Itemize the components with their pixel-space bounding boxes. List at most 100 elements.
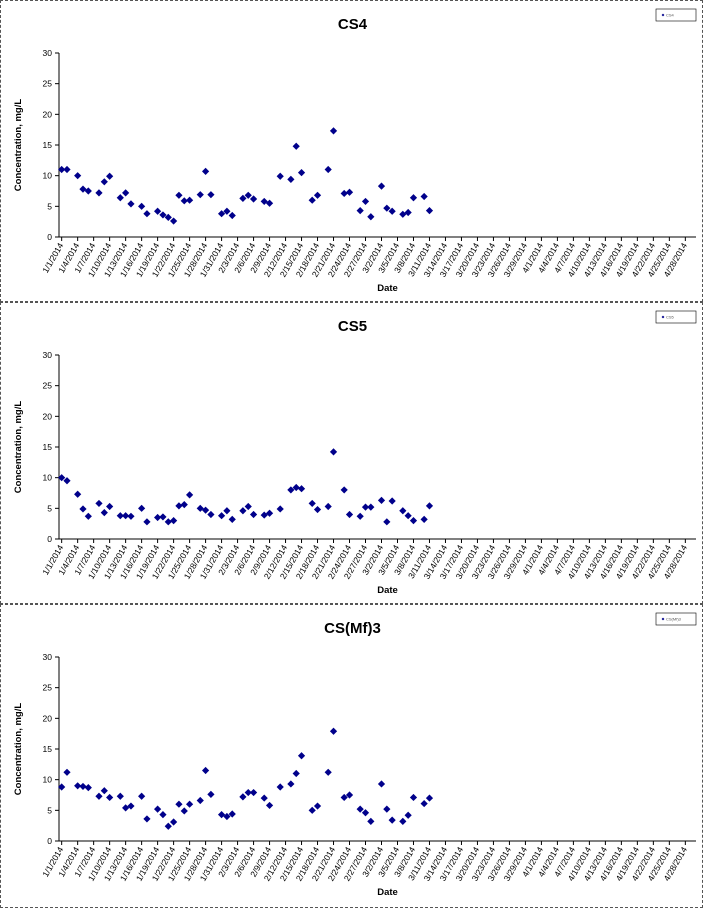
data-point bbox=[116, 792, 124, 800]
data-point bbox=[409, 517, 418, 525]
data-point bbox=[143, 518, 151, 526]
data-point bbox=[329, 127, 338, 135]
data-point bbox=[361, 809, 370, 817]
data-point bbox=[399, 817, 407, 825]
data-point bbox=[313, 191, 322, 199]
data-point bbox=[356, 512, 364, 520]
legend-label: CS5 bbox=[666, 315, 675, 320]
y-tick-label: 15 bbox=[43, 140, 53, 150]
data-point bbox=[170, 818, 178, 826]
data-point bbox=[324, 165, 332, 174]
data-point bbox=[116, 512, 124, 520]
data-point bbox=[201, 766, 210, 775]
data-point bbox=[367, 817, 375, 825]
data-point bbox=[138, 202, 146, 210]
data-point bbox=[74, 172, 82, 180]
data-point bbox=[170, 217, 178, 225]
y-tick-label: 20 bbox=[43, 713, 53, 723]
legend-marker-icon bbox=[661, 315, 665, 319]
data-point bbox=[292, 483, 300, 492]
y-tick-label: 20 bbox=[43, 109, 53, 119]
data-point bbox=[383, 204, 391, 212]
chart-svg: CS(Mf)3CS(Mf)30510152025301/1/20141/4/20… bbox=[13, 612, 697, 898]
data-point bbox=[217, 210, 226, 218]
y-tick-label: 15 bbox=[43, 744, 53, 754]
data-point bbox=[100, 787, 108, 795]
data-point bbox=[324, 768, 332, 776]
data-point bbox=[249, 195, 258, 203]
data-point bbox=[138, 792, 146, 800]
data-point bbox=[180, 197, 188, 205]
data-point bbox=[127, 200, 135, 208]
data-point bbox=[313, 505, 322, 514]
data-point bbox=[63, 768, 71, 776]
y-tick-label: 25 bbox=[43, 381, 53, 391]
data-point bbox=[377, 182, 386, 190]
data-point bbox=[345, 188, 354, 196]
data-point bbox=[345, 791, 354, 799]
data-point bbox=[367, 503, 375, 511]
chart-svg: CS4CS40510152025301/1/20141/4/20141/7/20… bbox=[13, 8, 697, 294]
y-tick-label: 5 bbox=[47, 201, 52, 211]
chart-title: CS5 bbox=[338, 318, 367, 335]
data-point bbox=[106, 172, 114, 180]
data-point bbox=[100, 509, 108, 517]
chart-title: CS(Mf)3 bbox=[324, 620, 381, 637]
data-point bbox=[180, 501, 188, 509]
y-tick-label: 25 bbox=[43, 683, 53, 693]
data-point bbox=[249, 510, 258, 519]
data-point bbox=[164, 518, 172, 526]
data-point bbox=[324, 502, 332, 511]
data-point bbox=[228, 211, 236, 220]
data-point bbox=[63, 165, 71, 174]
y-tick-label: 0 bbox=[47, 836, 52, 846]
y-axis-label: Concentration, mg/L bbox=[13, 401, 24, 494]
data-point bbox=[143, 210, 151, 218]
legend-marker-icon bbox=[661, 617, 665, 621]
data-point bbox=[244, 502, 252, 511]
data-point bbox=[409, 793, 418, 802]
data-point bbox=[223, 507, 231, 515]
data-point bbox=[95, 499, 103, 508]
y-tick-label: 5 bbox=[47, 503, 52, 513]
data-point bbox=[207, 790, 215, 798]
data-point bbox=[175, 502, 183, 510]
data-point bbox=[244, 191, 252, 199]
data-point bbox=[313, 802, 322, 810]
x-axis-label: Date bbox=[377, 283, 398, 294]
data-point bbox=[297, 485, 306, 493]
legend-marker-icon bbox=[661, 13, 665, 17]
data-point bbox=[239, 507, 247, 515]
data-point bbox=[143, 815, 151, 823]
data-point bbox=[276, 505, 284, 513]
legend: CS4 bbox=[655, 8, 697, 22]
data-point bbox=[297, 169, 306, 177]
data-point bbox=[239, 194, 247, 202]
data-point bbox=[228, 515, 236, 523]
data-point bbox=[74, 490, 82, 498]
data-point bbox=[175, 800, 183, 808]
data-point bbox=[388, 207, 396, 215]
data-point bbox=[308, 196, 316, 204]
data-point bbox=[239, 793, 247, 801]
data-point bbox=[388, 497, 396, 505]
data-point bbox=[292, 769, 300, 778]
data-point bbox=[164, 213, 172, 221]
y-tick-label: 20 bbox=[43, 411, 53, 421]
data-point bbox=[425, 502, 434, 510]
data-point bbox=[106, 502, 114, 511]
data-point bbox=[404, 512, 412, 520]
data-point bbox=[127, 512, 135, 520]
data-point bbox=[196, 191, 204, 199]
y-tick-label: 25 bbox=[43, 79, 53, 89]
data-point bbox=[159, 211, 167, 219]
data-point bbox=[265, 509, 274, 517]
data-point bbox=[404, 208, 412, 217]
data-point bbox=[185, 196, 194, 204]
legend: CS5 bbox=[655, 310, 697, 324]
data-point bbox=[367, 213, 375, 221]
data-point bbox=[100, 178, 108, 186]
y-tick-label: 30 bbox=[43, 652, 53, 662]
data-point bbox=[58, 165, 66, 174]
data-point bbox=[399, 210, 407, 218]
